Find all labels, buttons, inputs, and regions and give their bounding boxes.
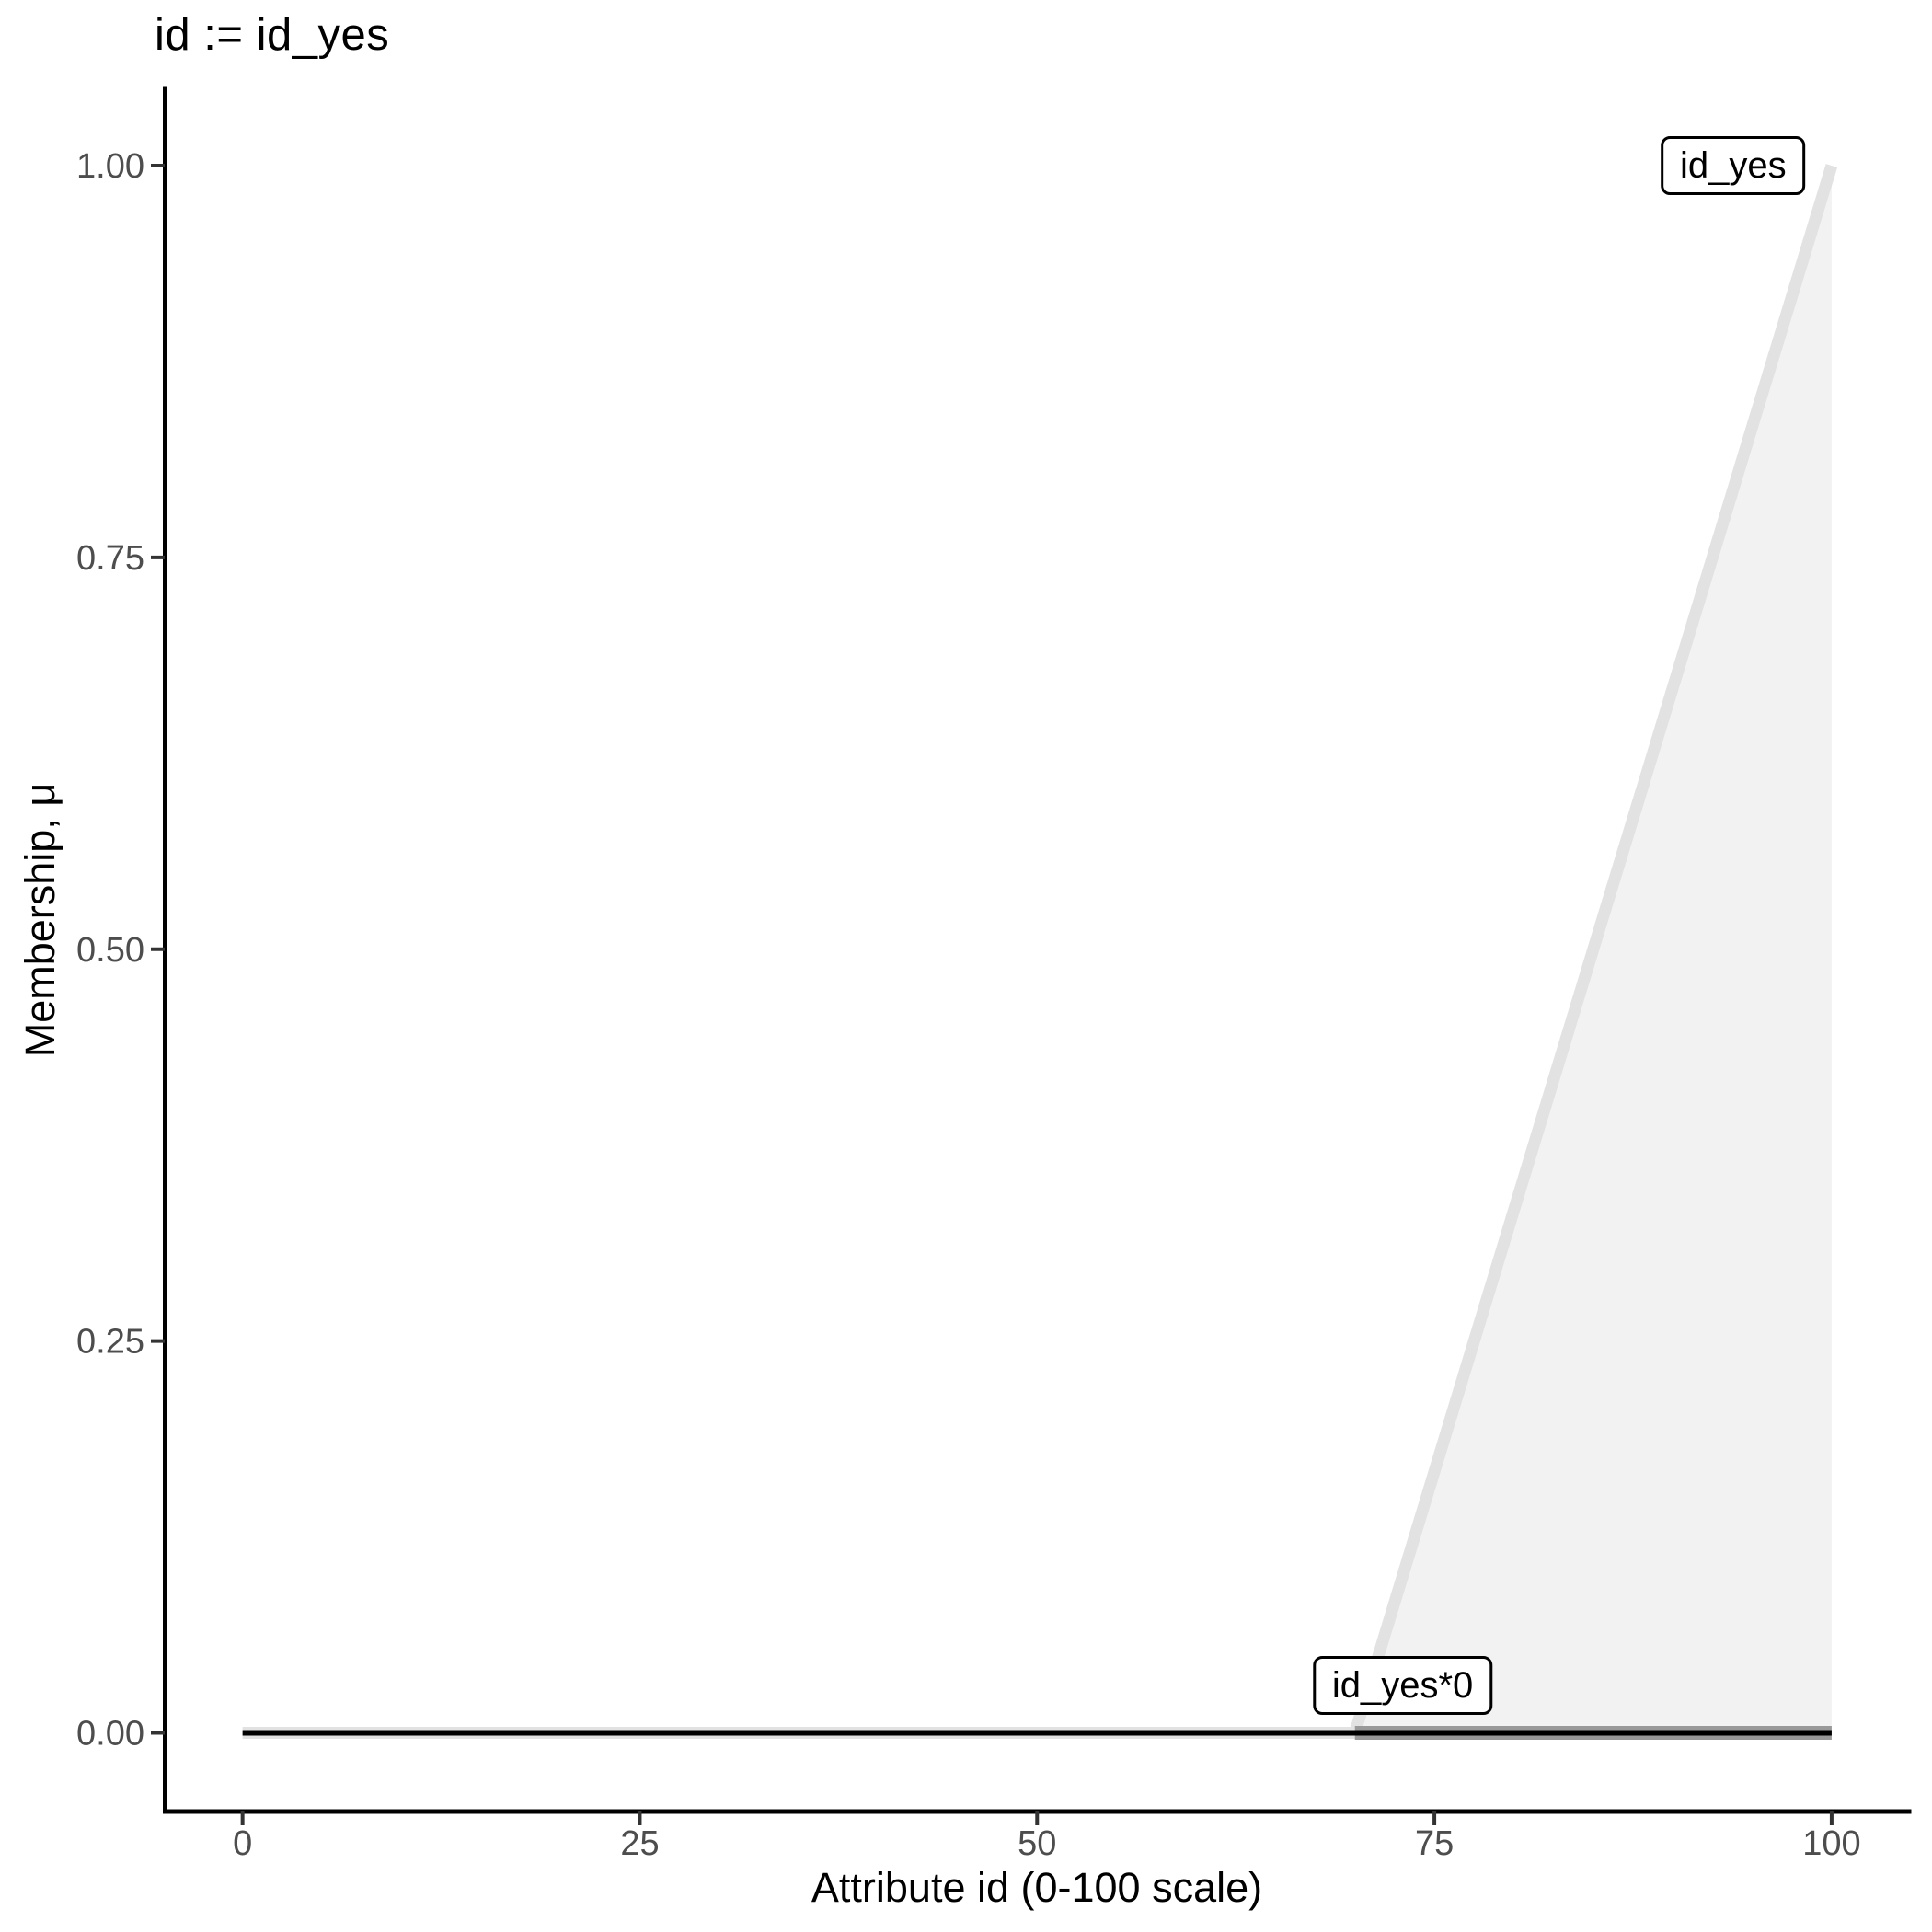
plot-title: id := id_yes <box>155 10 390 60</box>
x-tick-label: 50 <box>1018 1824 1056 1863</box>
x-tick-label: 25 <box>620 1824 659 1863</box>
x-tick-label: 75 <box>1415 1824 1454 1863</box>
y-tick-label: 0.00 <box>76 1715 144 1754</box>
y-tick-label: 0.75 <box>76 539 144 578</box>
membership-area-fill <box>242 166 1832 1733</box>
x-tick-label: 100 <box>1802 1824 1860 1863</box>
y-tick-label: 0.50 <box>76 931 144 970</box>
y-tick-label: 1.00 <box>76 147 144 186</box>
x-axis-title: Attribute id (0-100 scale) <box>811 1864 1263 1911</box>
x-tick-label: 0 <box>233 1824 252 1863</box>
y-tick-label: 0.25 <box>76 1323 144 1362</box>
